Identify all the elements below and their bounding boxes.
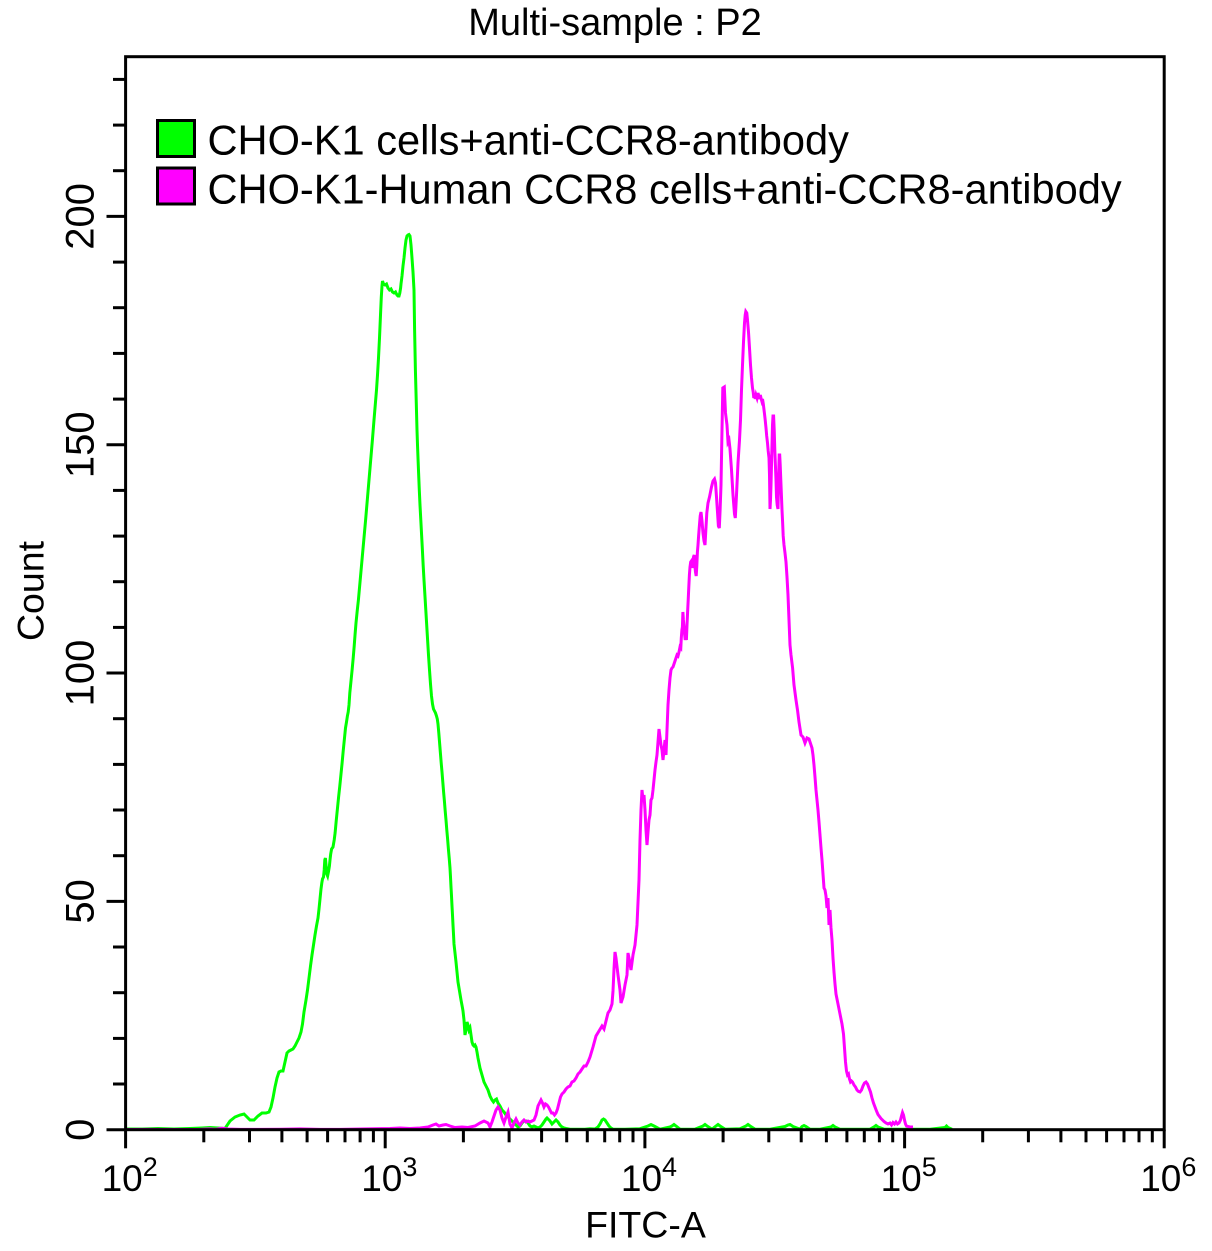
svg-text:Multi-sample : P2: Multi-sample : P2 xyxy=(468,2,762,44)
svg-text:104: 104 xyxy=(621,1152,677,1199)
svg-text:200: 200 xyxy=(58,183,102,250)
svg-text:100: 100 xyxy=(58,640,102,707)
svg-text:50: 50 xyxy=(58,879,102,924)
svg-text:CHO-K1-Human CCR8 cells+anti-C: CHO-K1-Human CCR8 cells+anti-CCR8-antibo… xyxy=(208,166,1122,213)
svg-text:CHO-K1 cells+anti-CCR8-antibod: CHO-K1 cells+anti-CCR8-antibody xyxy=(208,117,850,164)
svg-text:0: 0 xyxy=(58,1119,102,1141)
svg-text:Count: Count xyxy=(9,540,51,641)
svg-text:FITC-A: FITC-A xyxy=(585,1204,706,1246)
svg-text:150: 150 xyxy=(58,411,102,478)
